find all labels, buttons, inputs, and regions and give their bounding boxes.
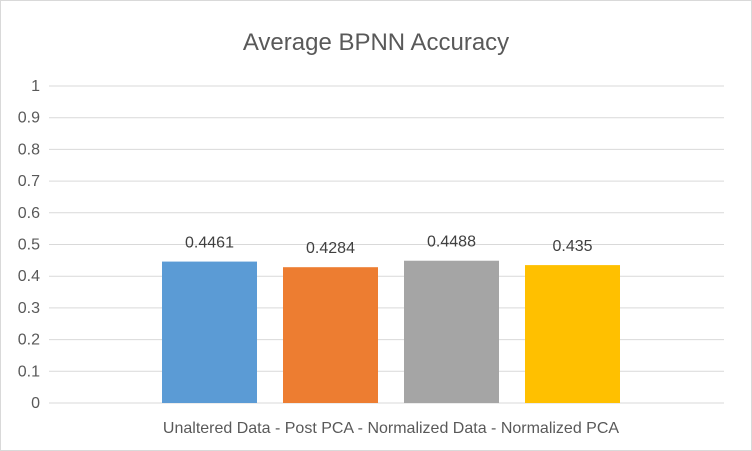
- y-tick-label-5: 0.5: [18, 237, 40, 254]
- y-axis-tick-labels: 0 0.1 0.2 0.3 0.4 0.5 0.6 0.7 0.8 0.9 1: [18, 78, 40, 412]
- y-tick-label-1: 0.1: [18, 363, 40, 380]
- y-tick-label-9: 0.9: [18, 110, 40, 127]
- bar-2: [404, 260, 499, 403]
- bar-3: [525, 265, 620, 403]
- data-labels: 0.4461 0.4284 0.4488 0.435: [185, 234, 593, 257]
- category-axis-label: Unaltered Data - Post PCA - Normalized D…: [163, 420, 619, 437]
- y-tick-label-2: 0.2: [18, 332, 40, 349]
- chart-title: Average BPNN Accuracy: [243, 29, 509, 56]
- y-tick-label-10: 1: [31, 78, 40, 95]
- data-label-2: 0.4488: [427, 234, 476, 251]
- y-tick-label-0: 0: [31, 395, 40, 412]
- y-tick-label-3: 0.3: [18, 300, 40, 317]
- y-tick-label-6: 0.6: [18, 205, 40, 222]
- y-tick-label-8: 0.8: [18, 141, 40, 158]
- bars: [162, 260, 620, 403]
- data-label-3: 0.435: [552, 238, 592, 255]
- gridlines: [49, 85, 724, 404]
- data-label-0: 0.4461: [185, 235, 234, 252]
- bar-1: [283, 267, 378, 403]
- y-tick-label-7: 0.7: [18, 173, 40, 190]
- bar-0: [162, 261, 257, 403]
- data-label-1: 0.4284: [306, 240, 355, 257]
- y-tick-label-4: 0.4: [18, 268, 40, 285]
